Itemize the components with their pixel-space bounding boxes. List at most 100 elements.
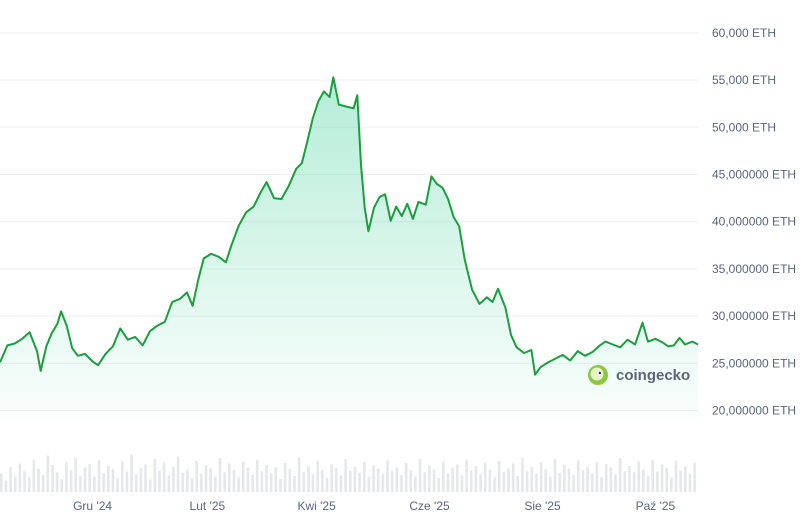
- volume-bar: [27, 477, 31, 492]
- volume-bar: [367, 476, 371, 492]
- volume-bar: [339, 475, 343, 492]
- volume-bar: [79, 475, 82, 492]
- volume-bar: [148, 479, 152, 492]
- gecko-icon: [588, 365, 608, 385]
- volume-bar: [577, 460, 580, 492]
- volume-bar: [479, 474, 482, 492]
- volume-bar: [684, 466, 687, 492]
- volume-bar: [344, 459, 347, 492]
- volume-bar: [423, 472, 427, 492]
- volume-bar: [604, 463, 608, 492]
- volume-bar: [376, 468, 380, 492]
- x-tick-label: Sie '25: [524, 499, 561, 513]
- y-tick-label: 20,000000 ETH: [712, 404, 796, 418]
- volume-bar: [456, 464, 459, 492]
- volume-bars: [0, 454, 696, 492]
- volume-bar: [660, 464, 664, 492]
- volume-bar: [4, 480, 8, 492]
- x-tick-label: Paź '25: [636, 499, 676, 513]
- volume-bar: [446, 473, 450, 492]
- y-axis: 20,000000 ETH 25,000000 ETH 30,000000 ETH 3…: [712, 26, 796, 418]
- volume-bar: [609, 467, 613, 492]
- volume-bar: [507, 468, 510, 492]
- volume-bar: [269, 473, 273, 492]
- x-tick-label: Gru '24: [73, 499, 112, 513]
- volume-bar: [293, 475, 296, 492]
- y-tick-label: 40,000000 ETH: [712, 215, 796, 229]
- volume-bar: [60, 479, 64, 492]
- coingecko-watermark: coingecko: [588, 365, 690, 385]
- volume-bar: [395, 467, 399, 492]
- volume-bar: [311, 474, 315, 492]
- volume-bar: [670, 477, 673, 492]
- volume-bar: [428, 465, 431, 492]
- volume-bar: [279, 479, 282, 492]
- volume-bar: [400, 474, 403, 492]
- volume-bar: [525, 471, 529, 492]
- volume-bar: [237, 477, 240, 492]
- series-line: [0, 76, 699, 376]
- volume-bar: [539, 461, 543, 492]
- volume-bar: [218, 458, 222, 492]
- volume-bar: [460, 475, 464, 492]
- volume-bar: [432, 469, 436, 492]
- volume-bar: [362, 461, 366, 492]
- volume-bar: [581, 470, 585, 492]
- volume-bar: [255, 459, 259, 492]
- volume-bar: [469, 470, 473, 492]
- volume-bar: [9, 467, 12, 492]
- volume-bar: [93, 476, 96, 492]
- volume-bar: [693, 462, 696, 492]
- volume-bar: [493, 477, 496, 492]
- volume-bar: [307, 466, 310, 492]
- volume-bar: [502, 471, 506, 492]
- volume-bar: [656, 471, 659, 492]
- volume-bar: [153, 459, 157, 492]
- volume-bar: [623, 471, 627, 492]
- volume-bar: [102, 473, 105, 492]
- volume-bar: [665, 468, 668, 492]
- volume-bar: [349, 470, 352, 492]
- volume-bar: [535, 473, 538, 492]
- volume-bar: [474, 466, 478, 492]
- volume-bar: [209, 468, 212, 492]
- volume-bar: [204, 465, 208, 492]
- volume-bar: [688, 473, 692, 492]
- volume-bar: [200, 473, 203, 492]
- y-tick-label: 45,000000 ETH: [712, 168, 796, 182]
- x-tick-label: Lut '25: [190, 499, 226, 513]
- volume-bar: [516, 475, 520, 492]
- volume-bar: [335, 468, 338, 492]
- volume-bar: [74, 457, 78, 492]
- volume-bar: [553, 459, 557, 492]
- volume-bar: [260, 471, 264, 492]
- volume-bar: [283, 462, 287, 492]
- series-area: [0, 77, 698, 421]
- volume-bar: [358, 472, 361, 492]
- volume-bar: [246, 467, 250, 492]
- volume-bar: [595, 462, 599, 492]
- volume-bar: [274, 467, 278, 492]
- volume-bar: [181, 472, 185, 492]
- x-axis: Gru '24 Lut '25 Kwi '25 Cze '25 Sie '25 Paź '…: [73, 499, 675, 513]
- volume-bar: [674, 460, 678, 492]
- volume-bar: [558, 472, 561, 492]
- volume-bar: [120, 461, 124, 492]
- volume-bar: [288, 469, 292, 492]
- volume-bar: [549, 476, 552, 492]
- volume-bar: [437, 477, 440, 492]
- volume-bar: [162, 462, 166, 492]
- volume-bar: [241, 461, 245, 492]
- volume-bar: [651, 459, 655, 492]
- volume-bar: [232, 470, 236, 492]
- volume-bar: [372, 464, 375, 492]
- volume-bar: [195, 460, 198, 492]
- volume-bar: [88, 463, 91, 492]
- volume-bar: [679, 470, 682, 492]
- volume-bar: [353, 466, 357, 492]
- volume-bar: [567, 468, 571, 492]
- y-tick-label: 50,000 ETH: [712, 120, 776, 134]
- volume-bar: [51, 464, 54, 492]
- volume-bar: [614, 474, 617, 492]
